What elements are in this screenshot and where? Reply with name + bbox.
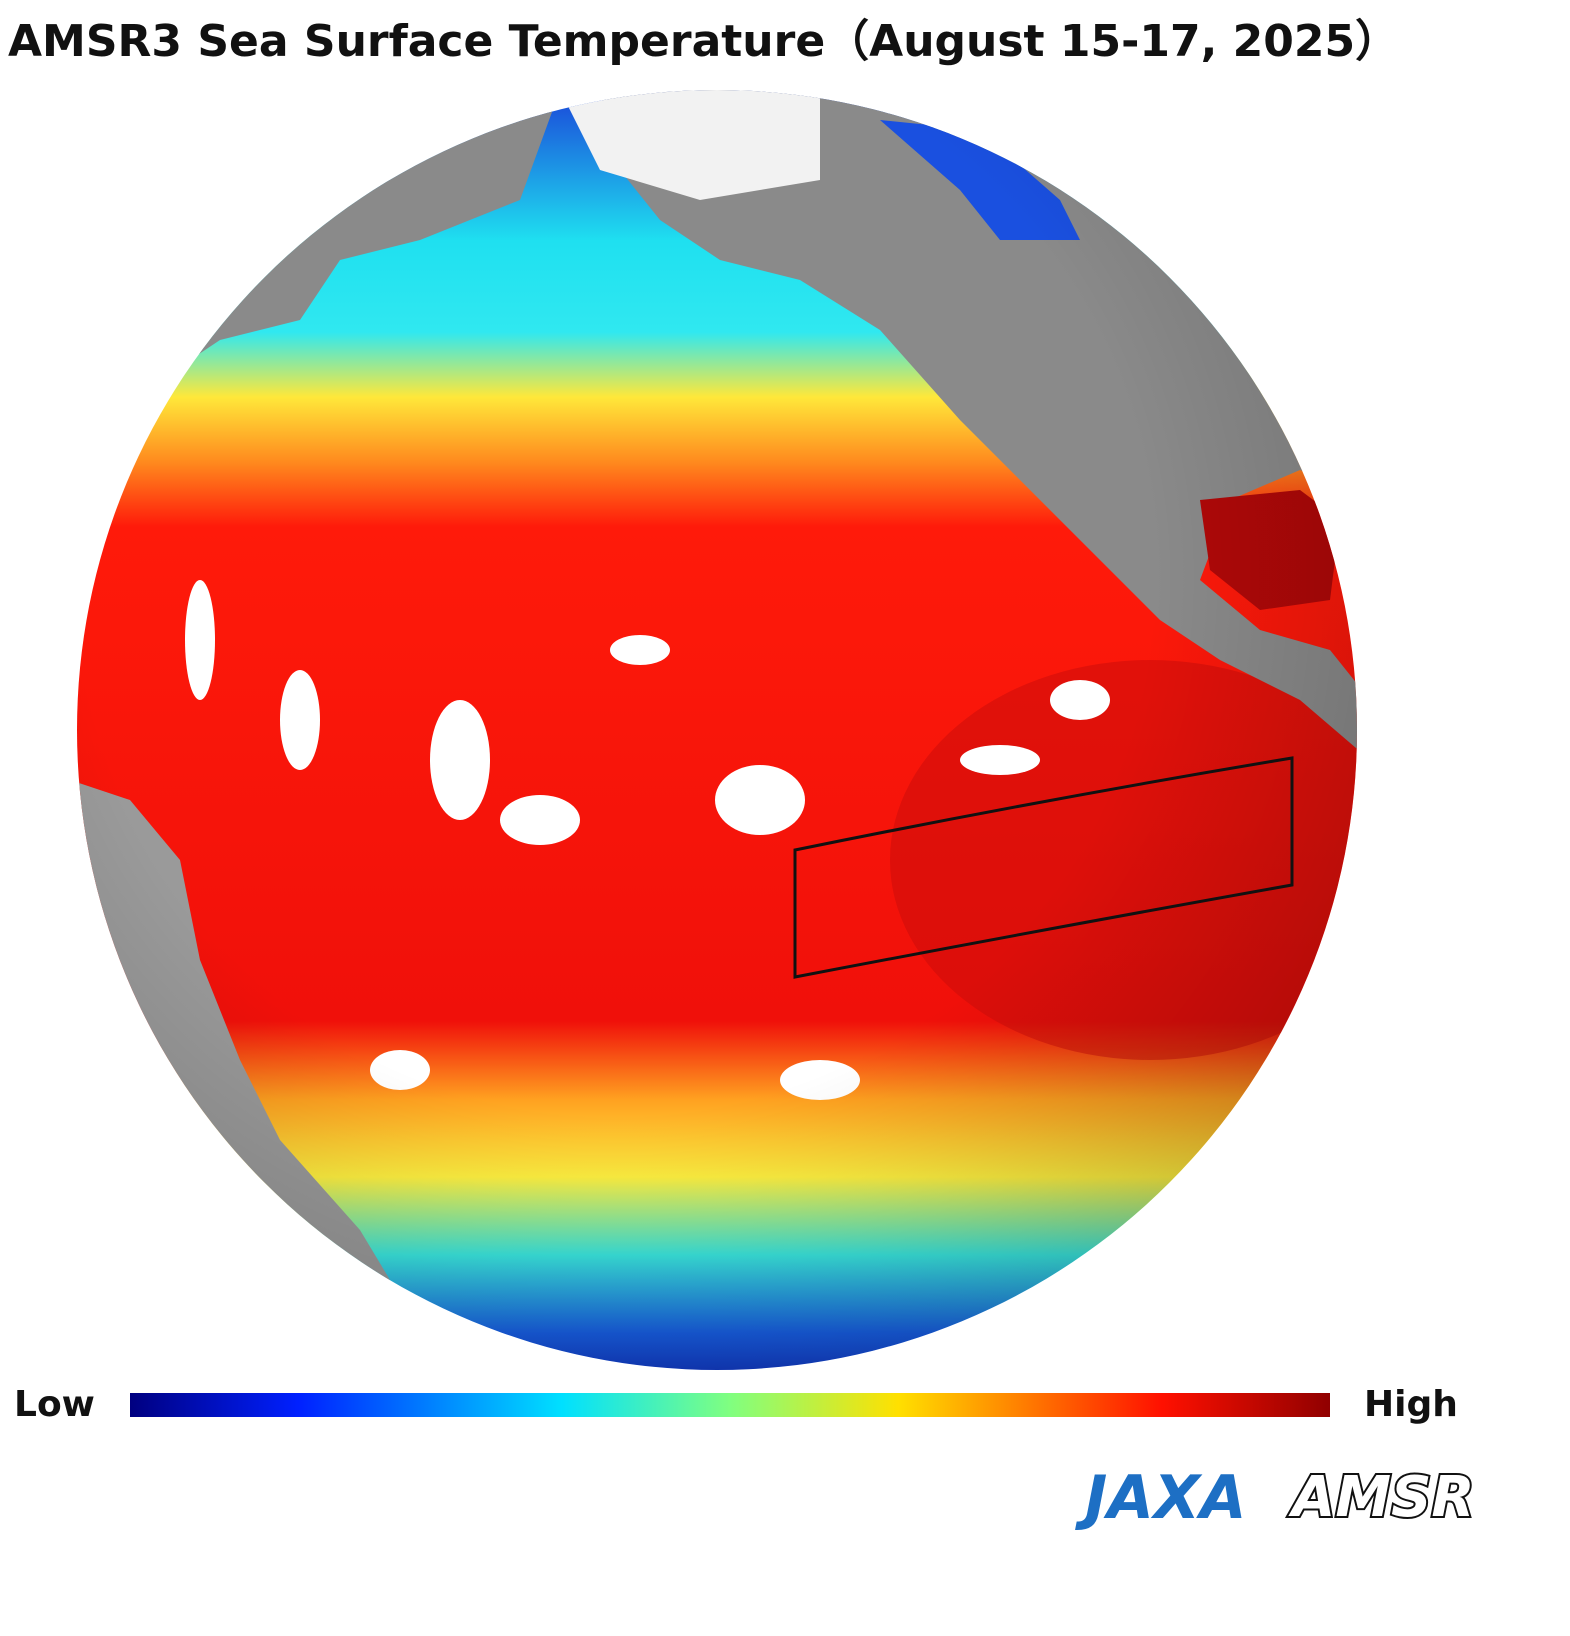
logo-amsr: AMSR: [1288, 1465, 1475, 1530]
globe: [77, 90, 1357, 1370]
title: AMSR3 Sea Surface Temperature（August 15-…: [8, 16, 1399, 67]
globe-shading: [77, 90, 1357, 1370]
colorbar-high: High: [1364, 1384, 1458, 1425]
region-box: [793, 756, 1294, 979]
colorbar-low: Low: [14, 1384, 95, 1425]
colorbar: [130, 1393, 1330, 1417]
logo-jaxa: JAXA: [1075, 1463, 1246, 1533]
